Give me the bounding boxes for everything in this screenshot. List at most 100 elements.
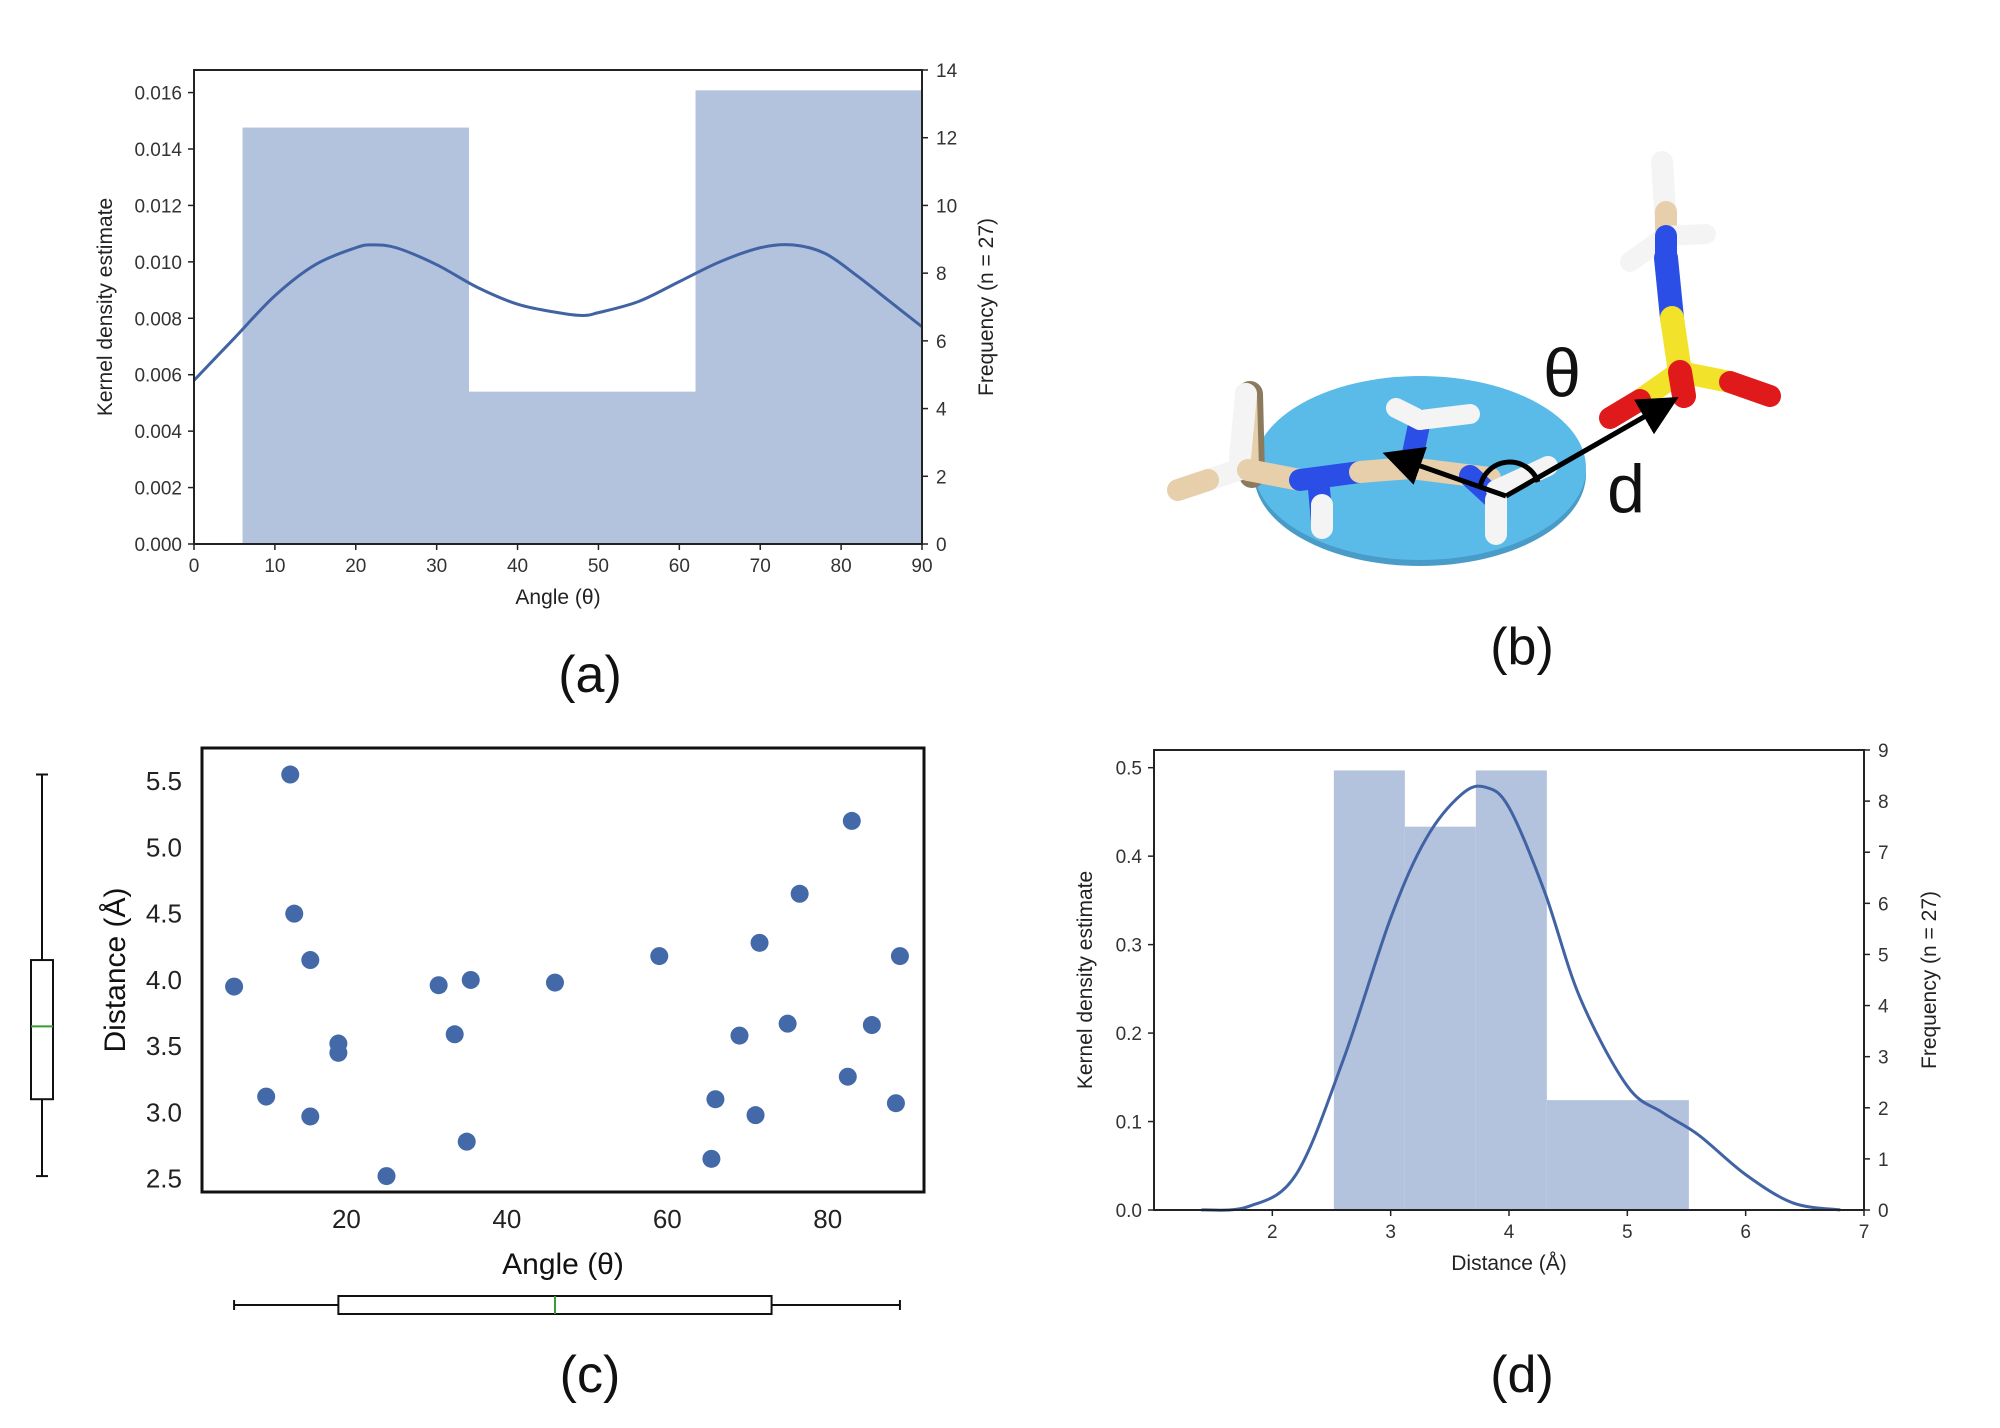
- y-tick-label: 0.006: [134, 366, 182, 387]
- x-axis-label: Angle (θ): [515, 586, 600, 609]
- y-tick-label: 4.0: [146, 965, 182, 995]
- scatter-point: [886, 1094, 905, 1113]
- scatter-point: [301, 951, 320, 970]
- y-right-tick-label: 2: [936, 467, 947, 488]
- panel-c-scatter-distance-vs-angle: 20 40 60 802.53.03.54.04.55.05.5 Angle (θ) …: [30, 746, 926, 1404]
- y-right-tick-label: 8: [1878, 792, 1889, 813]
- axis-ticks: 2 3 4 5 6 7 0.0 0.1 0.2 0.3 0.4 0.5 0 1 2 3 4 5 6 7 8 9: [1116, 741, 1889, 1243]
- y-tick-label: 3.5: [146, 1031, 182, 1061]
- x-tick-label: 5: [1622, 1222, 1633, 1243]
- y-right-tick-label: 7: [1878, 843, 1889, 864]
- x-tick-label: 60: [653, 1204, 682, 1234]
- y-tick-label: 0.2: [1116, 1024, 1142, 1045]
- y-tick-label: 0.004: [134, 422, 182, 443]
- y-axis-label: Kernel density estimate: [94, 198, 117, 416]
- panel-label-b: (b): [1490, 618, 1554, 676]
- y-right-tick-label: 5: [1878, 945, 1889, 966]
- methanesulfonamide-molecule: [1599, 151, 1781, 429]
- scatter-point: [301, 1107, 320, 1126]
- distance-label: d: [1607, 451, 1645, 527]
- histogram-bars: [1333, 770, 1689, 1210]
- y-tick-label: 0.3: [1116, 936, 1142, 957]
- arrow-normal: [1382, 447, 1507, 499]
- y-tick-label: 0.016: [134, 84, 182, 105]
- y-tick-label: 0.008: [134, 309, 182, 330]
- histogram-bar: [1404, 826, 1476, 1210]
- scatter-point: [445, 1025, 464, 1044]
- theta-label: θ: [1543, 335, 1581, 411]
- y-right-tick-label: 6: [936, 332, 947, 353]
- y-tick-label: 0.002: [134, 479, 182, 500]
- histogram-bar: [242, 127, 470, 545]
- x-tick-label: 0: [189, 556, 200, 577]
- y-tick-label: 3.0: [146, 1097, 182, 1127]
- histogram-bar: [1475, 770, 1547, 1210]
- y-tick-label: 0.000: [134, 535, 182, 556]
- y-tick-label: 0.5: [1116, 759, 1142, 780]
- x-tick-label: 20: [332, 1204, 361, 1234]
- x-tick-label: 40: [492, 1204, 521, 1234]
- plot-frame: [193, 69, 923, 545]
- scatter-point: [281, 765, 300, 784]
- y-tick-label: 0.4: [1116, 847, 1143, 868]
- panel-d-distance-histogram: 2 3 4 5 6 7 0.0 0.1 0.2 0.3 0.4 0.5 0 1 2 3 4 5 6 7 8 9 Dista…: [1074, 741, 1941, 1404]
- y-right-tick-label: 14: [936, 61, 958, 82]
- histogram-bar: [1546, 1100, 1689, 1210]
- geometry-arrows: [1382, 397, 1679, 499]
- x-tick-label: 50: [588, 556, 609, 577]
- x-tick-label: 20: [345, 556, 366, 577]
- y-right-tick-label: 8: [936, 264, 947, 285]
- panel-label-d: (d): [1490, 1346, 1554, 1404]
- kde-curve: [1201, 784, 1841, 1212]
- y-tick-label: 0.0: [1116, 1201, 1142, 1222]
- x-axis-label: Angle (θ): [502, 1248, 624, 1281]
- y-axis-label: Kernel density estimate: [1074, 871, 1097, 1089]
- y-tick-label: 0.012: [134, 196, 182, 217]
- y-right-tick-label: 4: [936, 400, 947, 421]
- scatter-point: [706, 1090, 725, 1109]
- y-tick-label: 0.014: [134, 140, 182, 161]
- kde-curve: [192, 243, 923, 382]
- scatter-point: [730, 1026, 749, 1045]
- y-right-tick-label: 0: [1878, 1201, 1889, 1222]
- axis-ticks: 20 40 60 80 2.5 3.0 3.5 4.0 4.5 5.0 5.5: [146, 766, 842, 1234]
- y-axis-right-label: Frequency (n = 27): [975, 218, 998, 396]
- scatter-point: [778, 1014, 797, 1033]
- scatter-point: [702, 1149, 721, 1168]
- scatter-point: [257, 1087, 276, 1106]
- plot-frame: [200, 746, 926, 1194]
- y-tick-label: 4.5: [146, 899, 182, 929]
- y-right-tick-label: 1: [1878, 1150, 1889, 1171]
- x-tick-label: 7: [1859, 1222, 1870, 1243]
- panel-label-c: (c): [560, 1346, 621, 1404]
- y-tick-label: 2.5: [146, 1164, 182, 1194]
- scatter-point: [429, 976, 448, 995]
- y-tick-label: 0.010: [134, 253, 182, 274]
- scatter-point: [790, 884, 809, 903]
- x-tick-label: 90: [911, 556, 932, 577]
- x-tick-label: 10: [264, 556, 285, 577]
- panel-a-angle-histogram: 0 10 20 30 40 50 60 70 80 900.0000.0020.0040.0060…: [94, 61, 998, 704]
- scatter-point: [750, 933, 769, 952]
- x-tick-label: 60: [669, 556, 690, 577]
- y-right-tick-label: 10: [936, 196, 957, 217]
- y-axis-label: Distance (Å): [99, 887, 132, 1052]
- y-tick-label: 5.0: [146, 832, 182, 862]
- scatter-point: [457, 1132, 476, 1151]
- y-right-tick-label: 3: [1878, 1048, 1889, 1069]
- panel-label-a: (a): [558, 646, 622, 704]
- boxplot-box: [30, 959, 54, 1101]
- y-right-tick-label: 4: [1878, 997, 1889, 1018]
- y-right-tick-label: 6: [1878, 894, 1889, 915]
- histogram-bar: [1333, 770, 1405, 1210]
- x-tick-label: 4: [1504, 1222, 1515, 1243]
- x-tick-label: 80: [813, 1204, 842, 1234]
- y-right-tick-label: 12: [936, 129, 957, 150]
- scatter-point: [545, 973, 564, 992]
- scatter-point: [890, 947, 909, 966]
- y-tick-label: 5.5: [146, 766, 182, 796]
- histogram-bar: [469, 391, 696, 544]
- scatter-points: [225, 765, 909, 1186]
- x-tick-label: 6: [1740, 1222, 1751, 1243]
